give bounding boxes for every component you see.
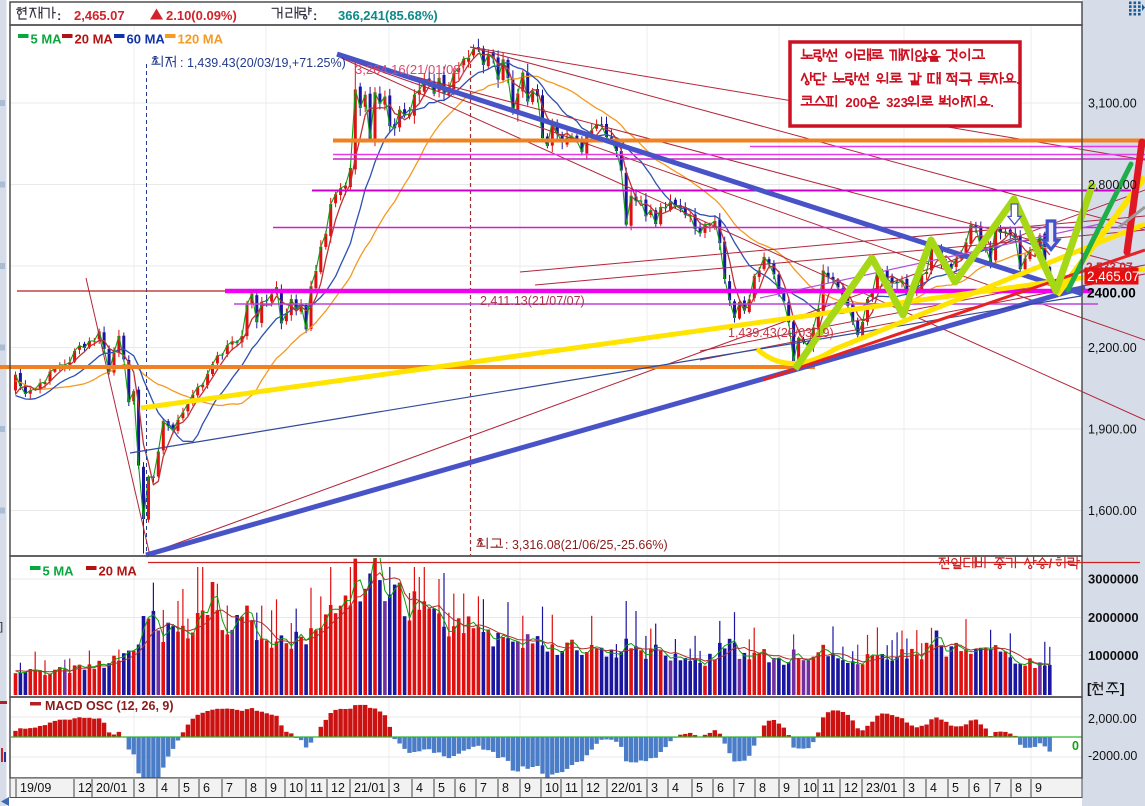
svg-text:12: 12 [331,781,345,795]
svg-text:3: 3 [138,781,145,795]
svg-text:2,200.00: 2,200.00 [1088,341,1137,355]
svg-text:0: 0 [860,95,867,110]
svg-text:3: 3 [651,781,658,795]
svg-text:.: . [1016,72,1020,87]
svg-text:8: 8 [250,781,257,795]
svg-text:/: / [1049,557,1053,571]
svg-text:20 MA: 20 MA [99,564,138,579]
svg-text:2,411.13(21/07/07): 2,411.13(21/07/07) [480,294,585,308]
svg-text::: : [313,8,317,23]
svg-text:12: 12 [586,781,600,795]
svg-text:-2000.00: -2000.00 [1088,749,1137,763]
svg-text:21/01: 21/01 [354,781,385,795]
svg-text:1000000: 1000000 [1088,648,1139,663]
svg-text:4: 4 [930,781,937,795]
svg-text:3: 3 [886,95,893,110]
svg-text:0: 0 [853,95,860,110]
svg-text::: : [57,8,61,23]
svg-text:2000000: 2000000 [1088,610,1139,625]
svg-text:3: 3 [393,781,400,795]
svg-text:8: 8 [1015,781,1022,795]
svg-text:20 MA: 20 MA [75,32,114,47]
svg-text:11: 11 [310,781,323,795]
svg-text:1,600.00: 1,600.00 [1088,504,1137,518]
svg-text:11: 11 [822,781,835,795]
svg-text:2,800.00: 2,800.00 [1088,178,1137,192]
svg-text:9: 9 [1035,781,1042,795]
svg-text:12: 12 [844,781,858,795]
svg-text:MACD OSC (12, 26, 9): MACD OSC (12, 26, 9) [45,699,174,713]
svg-text:10: 10 [545,781,559,795]
svg-text:3,100.00: 3,100.00 [1088,97,1137,111]
svg-text:2: 2 [893,95,900,110]
svg-text:3000000: 3000000 [1088,572,1139,587]
svg-text:: 1,439.43(20/03/19,+71.25%): : 1,439.43(20/03/19,+71.25%) [180,56,346,70]
svg-text:4: 4 [672,781,679,795]
svg-text:3: 3 [901,95,908,110]
svg-text:9: 9 [524,781,531,795]
svg-text:2.10(0.09%): 2.10(0.09%) [166,8,237,23]
svg-text:5: 5 [952,781,959,795]
svg-text:6: 6 [203,781,210,795]
svg-text:: 3,316.08(21/06/25,-25.66%): : 3,316.08(21/06/25,-25.66%) [505,538,668,552]
svg-text:7: 7 [994,781,1001,795]
svg-text:5 MA: 5 MA [43,564,75,579]
svg-text:6: 6 [717,781,724,795]
svg-text:8: 8 [759,781,766,795]
svg-text:]: ] [1120,681,1125,696]
svg-text:6: 6 [973,781,980,795]
svg-text:2,000.00: 2,000.00 [1088,712,1137,726]
svg-text:5 MA: 5 MA [31,32,63,47]
svg-text:3: 3 [908,781,915,795]
svg-text:2: 2 [845,95,852,110]
svg-text:2400.00: 2400.00 [1087,286,1136,301]
svg-text:22/01: 22/01 [611,781,642,795]
svg-text:7: 7 [226,781,233,795]
svg-text:5: 5 [438,781,445,795]
svg-text:4: 4 [416,781,423,795]
svg-text:]: ] [0,621,3,633]
svg-text:2,533.07: 2,533.07 [1086,260,1133,274]
svg-text:10: 10 [803,781,817,795]
svg-text:23/01: 23/01 [866,781,897,795]
svg-text:366,241(85.68%): 366,241(85.68%) [338,8,438,23]
svg-text:1,439.43(20/03/19): 1,439.43(20/03/19) [728,326,834,340]
svg-text:7: 7 [480,781,487,795]
svg-text:120 MA: 120 MA [178,32,224,47]
svg-text:2,465.07: 2,465.07 [1087,269,1140,284]
svg-text:9: 9 [783,781,790,795]
svg-text:12: 12 [78,781,92,795]
svg-text:9: 9 [270,781,277,795]
svg-text:5: 5 [183,781,190,795]
svg-text:20/01: 20/01 [96,781,127,795]
svg-text:3,264.16(21/01/08): 3,264.16(21/01/08) [355,62,465,77]
svg-text:2,465.07: 2,465.07 [74,8,125,23]
svg-text:6: 6 [459,781,466,795]
svg-text:8: 8 [502,781,509,795]
svg-text:60 MA: 60 MA [127,32,166,47]
svg-text:.: . [990,95,994,110]
svg-text:10: 10 [289,781,303,795]
svg-text:1,900.00: 1,900.00 [1088,423,1137,437]
svg-text:11: 11 [565,781,578,795]
svg-text:0: 0 [1072,739,1079,753]
svg-text:19/09: 19/09 [20,781,51,795]
svg-text:[: [ [1087,681,1092,696]
svg-text:5: 5 [696,781,703,795]
svg-text:4: 4 [161,781,168,795]
svg-text:7: 7 [738,781,745,795]
